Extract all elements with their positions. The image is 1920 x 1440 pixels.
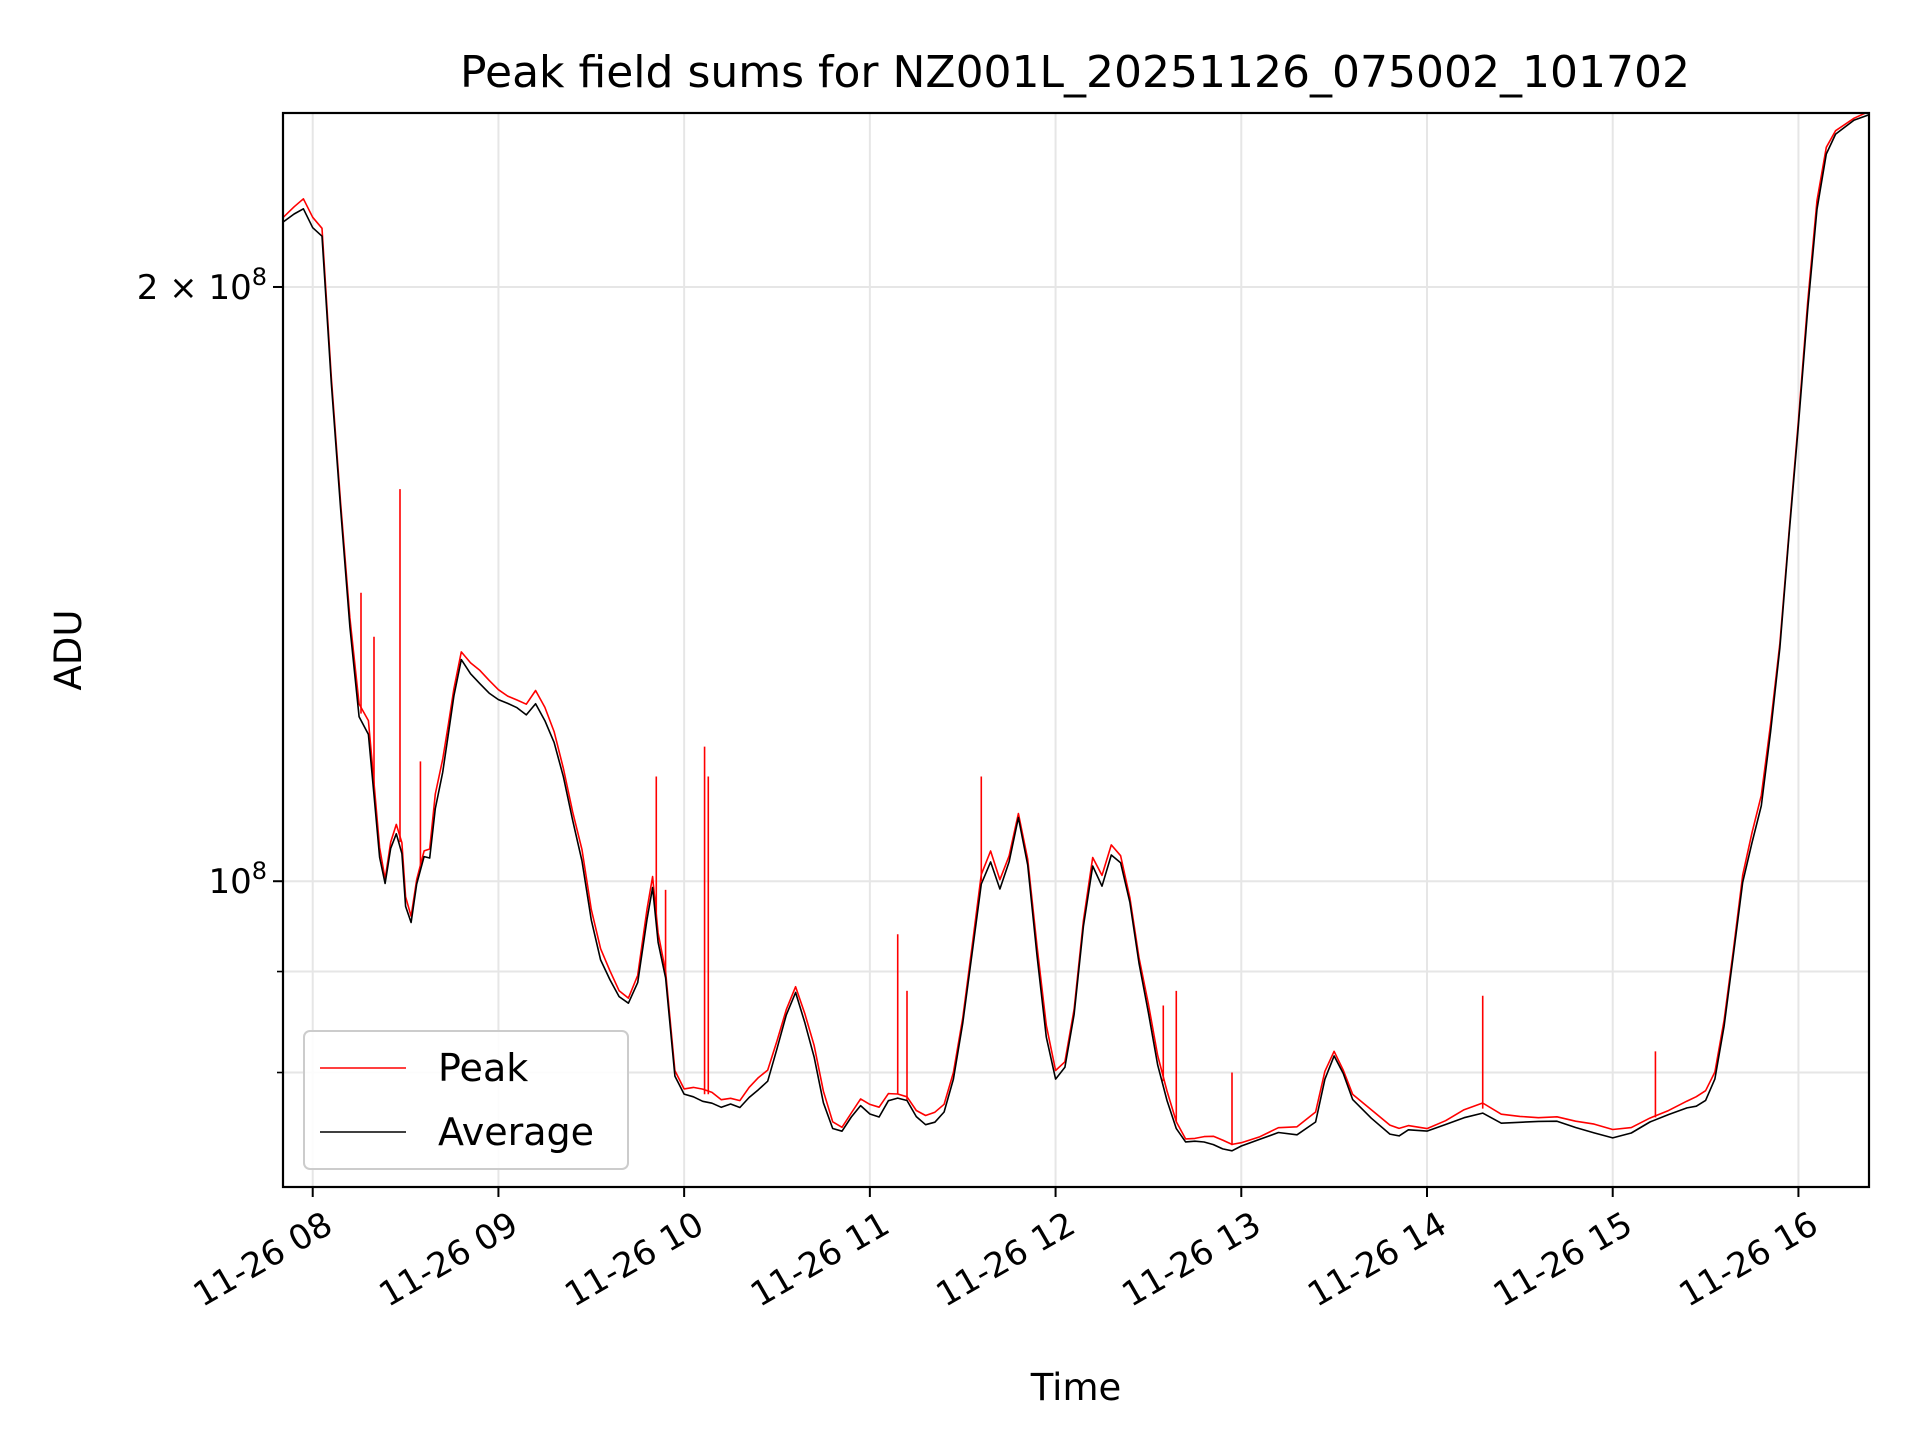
x-tick-label: 11-26 16 xyxy=(1673,1204,1825,1315)
y-tick-label: 108 xyxy=(208,857,267,902)
plot-frame xyxy=(281,111,1871,1189)
series-line-peak xyxy=(283,113,1868,1146)
x-axis-ticks: 11-26 08 11-26 09 11-26 10 11-26 11 11-26 12… xyxy=(187,1187,1825,1315)
x-tick-label: 11-26 13 xyxy=(1115,1204,1267,1315)
x-tick-label: 11-26 08 xyxy=(187,1204,339,1315)
x-tick-label: 11-26 12 xyxy=(930,1204,1082,1315)
grid xyxy=(283,113,1869,1187)
x-tick-label: 11-26 14 xyxy=(1301,1204,1453,1315)
series-line-average xyxy=(283,114,1869,1152)
x-tick-label: 11-26 09 xyxy=(373,1204,525,1315)
x-tick-label: 11-26 10 xyxy=(558,1204,710,1315)
series-layer xyxy=(283,113,1869,1152)
x-tick-label: 11-26 11 xyxy=(744,1204,896,1315)
y-axis-ticks: 108 2 × 108 xyxy=(137,263,283,1074)
y-axis-label: ADU xyxy=(47,610,90,691)
y-tick-label: 2 × 108 xyxy=(137,263,267,308)
chart-title: Peak field sums for NZ001L_20251126_0750… xyxy=(460,47,1690,98)
legend-label-peak: Peak xyxy=(438,1046,528,1090)
legend-label-average: Average xyxy=(438,1110,594,1154)
legend: Peak Average xyxy=(303,1030,629,1170)
x-tick-label: 11-26 15 xyxy=(1487,1204,1639,1315)
legend-box xyxy=(303,1030,629,1170)
x-axis-label: Time xyxy=(1030,1366,1122,1409)
